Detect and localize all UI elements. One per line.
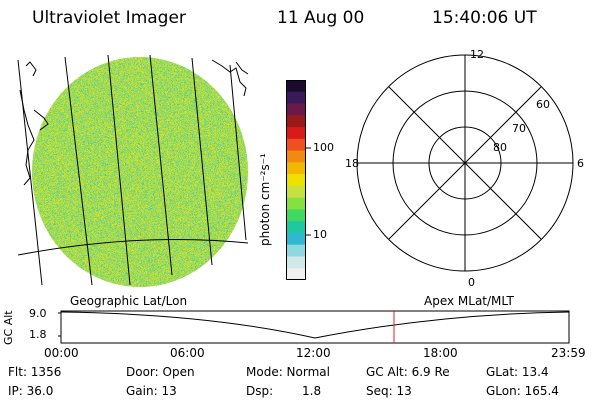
- gain-value: Gain: 13: [126, 384, 177, 398]
- apex-caption: Apex MLat/MLT: [424, 294, 514, 308]
- mlt-label-0: 0: [468, 276, 475, 289]
- colorbar-segment: [286, 185, 306, 199]
- mlt-label-6: 6: [577, 157, 584, 170]
- date-label: 11 Aug 00: [277, 8, 365, 28]
- colorbar-segment: [286, 268, 306, 281]
- geographic-latitude: GLat: 13.4: [486, 365, 549, 379]
- sequence-number: Seq: 13: [366, 384, 412, 398]
- coastline: [19, 59, 249, 186]
- timeline-ytick-1-8: 1.8: [29, 328, 47, 341]
- dsp-label: Dsp:: [246, 384, 274, 398]
- colorbar-segment: [286, 209, 306, 222]
- grid-lines: [17, 54, 249, 286]
- polar-plot: [356, 54, 574, 272]
- time-label: 15:40:06 UT: [432, 8, 537, 28]
- colorbar-segment: [286, 150, 306, 163]
- colorbar-segment: [286, 127, 306, 140]
- timeline-xtick-1200: 12:00: [296, 346, 331, 360]
- instrument-title: Ultraviolet Imager: [32, 8, 186, 28]
- door-status: Door: Open: [126, 365, 195, 379]
- colorbar-tick-100: 100: [313, 141, 334, 154]
- color-scale-ticks: [306, 147, 311, 236]
- flight-number: Flt: 1356: [8, 365, 62, 379]
- colorbar-segment: [286, 256, 306, 269]
- timeline-xtick-0600: 06:00: [170, 346, 205, 360]
- geographic-longitude: GLon: 165.4: [486, 384, 559, 398]
- dsp-value: 1.8: [302, 384, 322, 398]
- colorbar-tick-10: 10: [313, 228, 327, 241]
- timeline-y-label: GC Alt: [2, 310, 15, 345]
- gc-altitude: GC Alt: 6.9 Re: [366, 365, 450, 379]
- lat-label-60: 60: [536, 98, 550, 111]
- colorbar-segment: [286, 138, 306, 152]
- colorbar-segment: [286, 221, 306, 234]
- colorbar-segment: [286, 244, 306, 257]
- colorbar-segment: [286, 103, 306, 116]
- altitude-timeline: [58, 310, 570, 344]
- geographic-caption: Geographic Lat/Lon: [70, 294, 188, 308]
- colorbar-segment: [286, 232, 306, 246]
- ip-value: IP: 36.0: [8, 384, 54, 398]
- timeline-xtick-1800: 18:00: [423, 346, 458, 360]
- lat-label-70: 70: [512, 122, 526, 135]
- colorbar-segment: [286, 115, 306, 128]
- colorbar-segment: [286, 197, 306, 210]
- lat-label-80: 80: [493, 141, 507, 154]
- mode-status: Mode: Normal: [246, 365, 330, 379]
- timeline-ytick-9: 9.0: [29, 307, 47, 320]
- timeline-xtick-2359: 23:59: [551, 346, 586, 360]
- mlt-label-12: 12: [470, 48, 484, 61]
- timeline-xtick-0000: 00:00: [44, 346, 79, 360]
- colorbar-segment: [286, 91, 306, 105]
- color-scale-bar: [286, 80, 306, 281]
- colorbar-segment: [286, 162, 306, 175]
- colorbar-unit-label: photon cm⁻²s⁻¹: [258, 153, 272, 246]
- colorbar-segment: [286, 174, 306, 187]
- mlt-label-18: 18: [345, 157, 359, 170]
- colorbar-segment: [286, 80, 306, 93]
